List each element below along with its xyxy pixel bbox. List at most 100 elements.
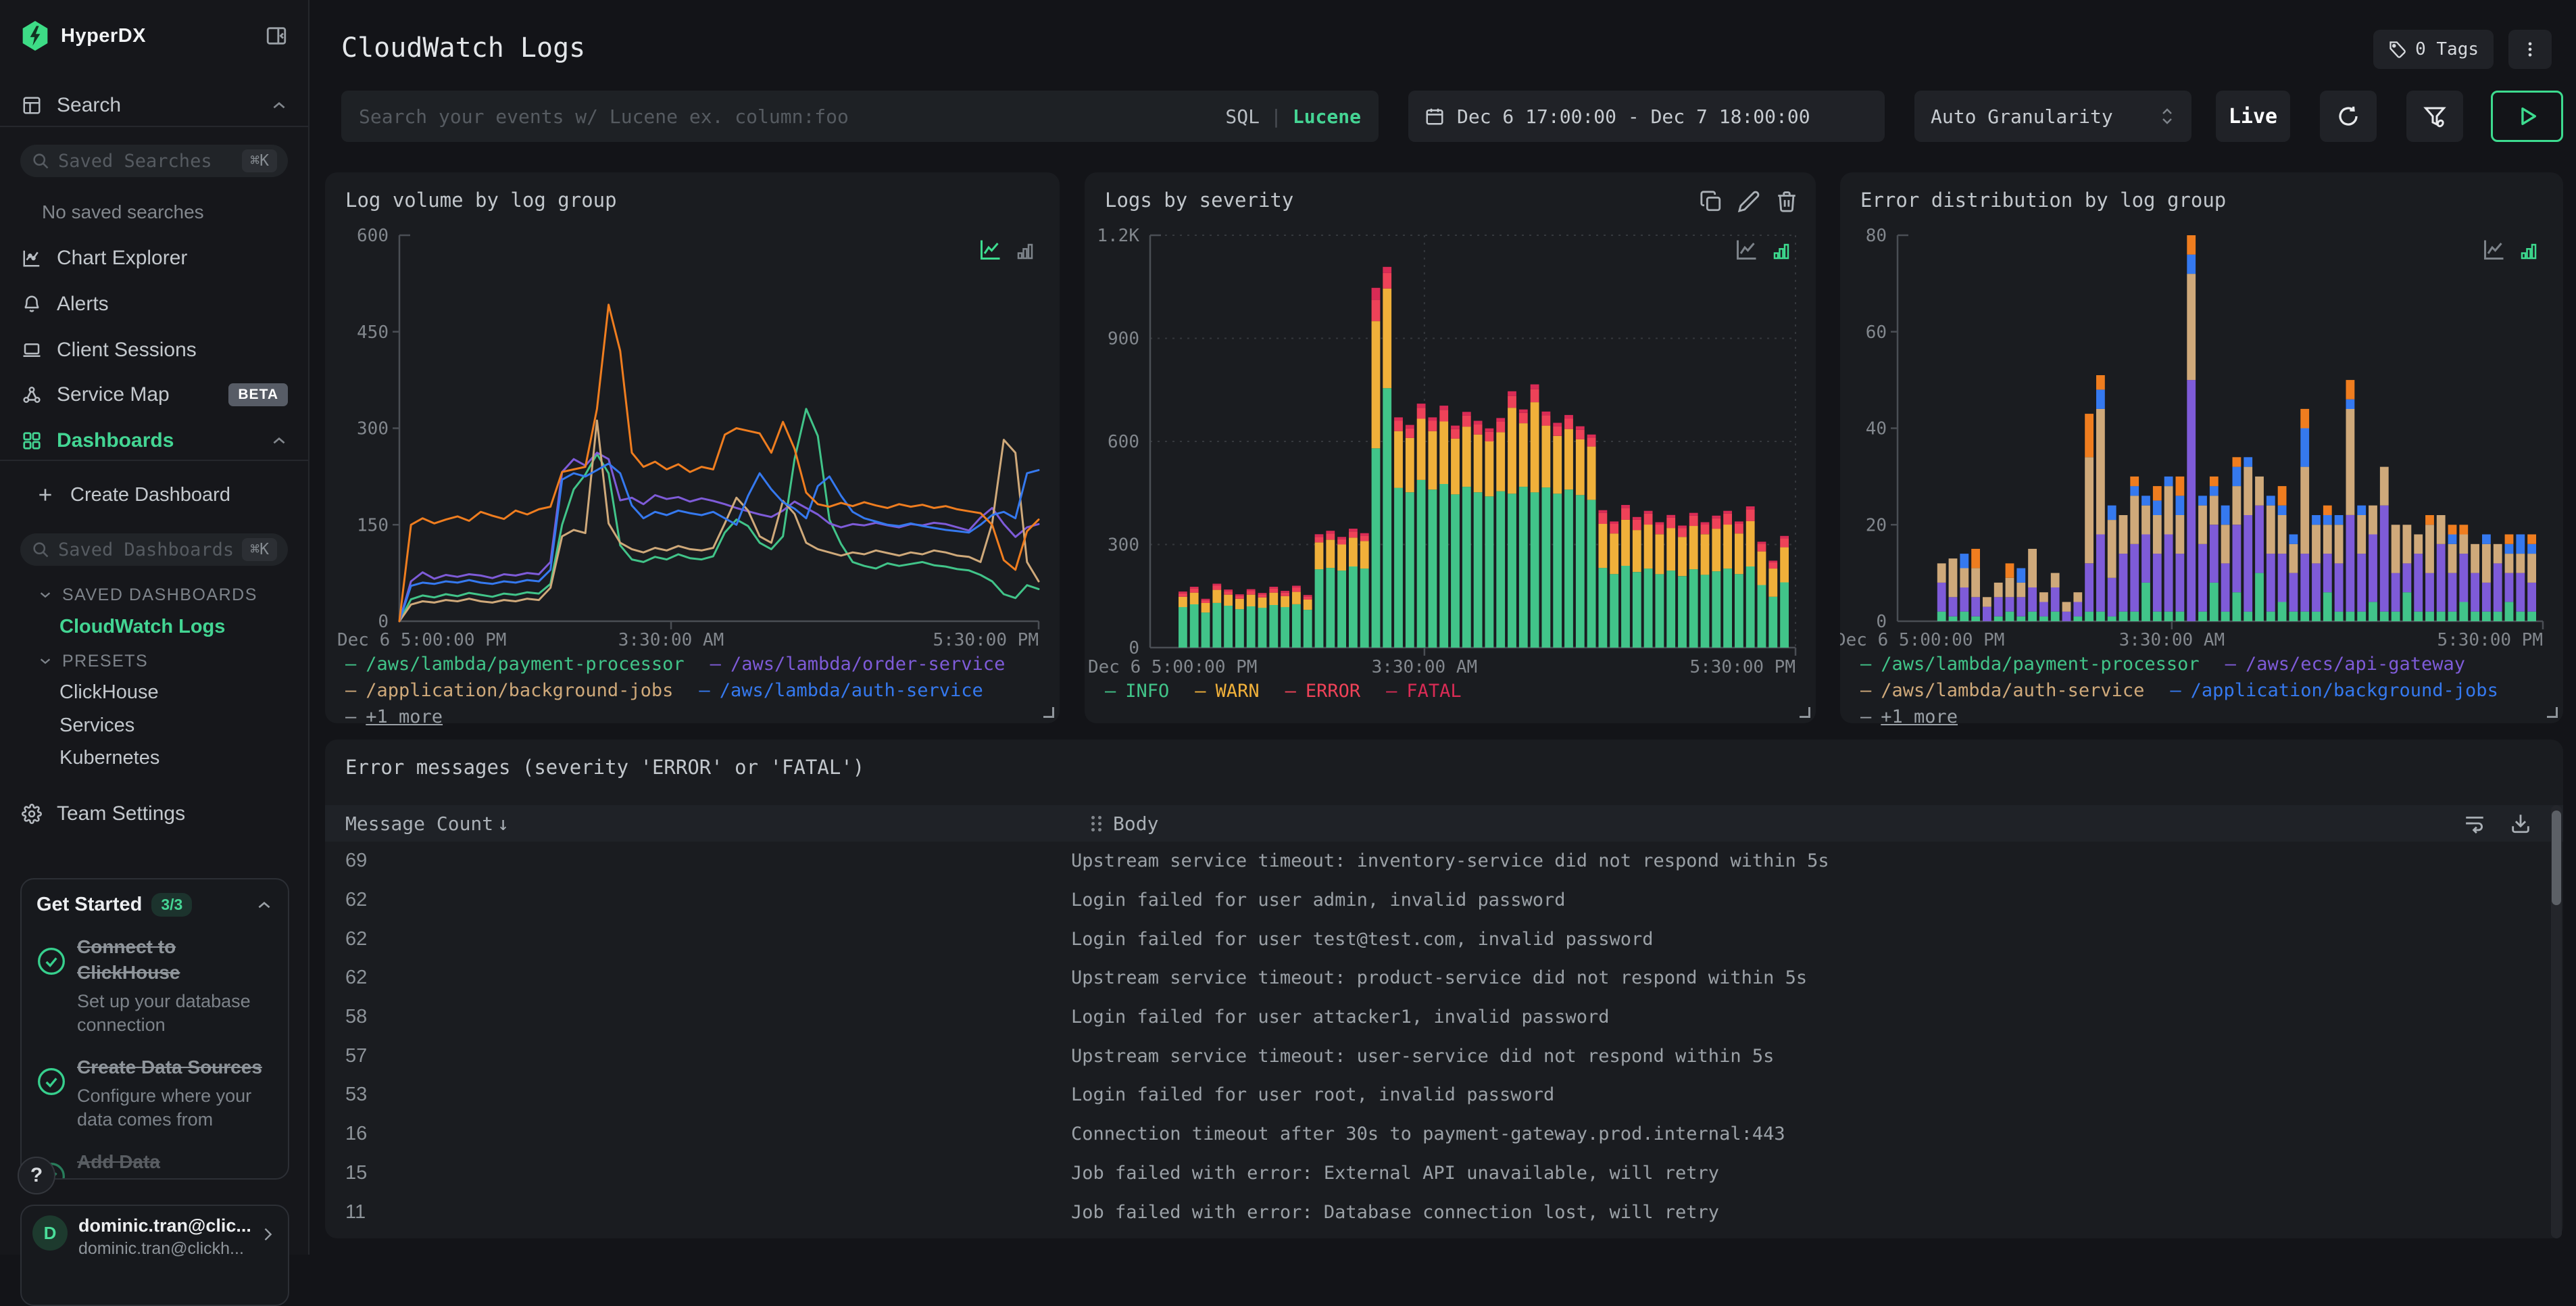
- legend-dash: —: [1105, 681, 1116, 702]
- legend-dash: —: [1860, 654, 1872, 675]
- svg-text:60: 60: [1866, 322, 1887, 343]
- svg-text:Dec 6 5:00:00 PM: Dec 6 5:00:00 PM: [337, 630, 506, 650]
- table-title: Error messages (severity 'ERROR' or 'FAT…: [345, 756, 865, 779]
- sidebar-item-client-sessions[interactable]: Client Sessions: [0, 330, 308, 370]
- sql-toggle[interactable]: SQL: [1225, 105, 1260, 128]
- saved-dashboards-input[interactable]: Saved Dashboards ⌘K: [20, 533, 288, 566]
- wrap-text-icon[interactable]: [2463, 812, 2486, 835]
- bar-chart-toggle-icon[interactable]: [2519, 241, 2539, 262]
- create-dashboard-button[interactable]: Create Dashboard: [0, 475, 308, 515]
- svg-text:600: 600: [1108, 432, 1139, 452]
- table-row[interactable]: 62 Login failed for user test@test.com, i…: [325, 919, 2550, 959]
- get-started-step[interactable]: Add Data Start sending logs, metrics, or…: [36, 1149, 273, 1180]
- resize-handle[interactable]: [1043, 707, 1054, 718]
- logo: HyperDX: [0, 18, 308, 54]
- scrollbar-thumb[interactable]: [2552, 811, 2561, 905]
- sidebar-item-dashboards[interactable]: Dashboards: [0, 420, 308, 461]
- svg-text:Dec 6 5:00:00 PM: Dec 6 5:00:00 PM: [1088, 657, 1257, 677]
- filter-button[interactable]: [2406, 91, 2463, 142]
- line-chart-toggle-icon[interactable]: [1735, 237, 1759, 262]
- table-row[interactable]: 58 Login failed for user attacker1, inval…: [325, 998, 2550, 1037]
- live-button[interactable]: Live: [2216, 91, 2290, 142]
- sidebar-item-cloudwatch-logs[interactable]: CloudWatch Logs: [59, 615, 226, 637]
- svg-text:3:30:00 AM: 3:30:00 AM: [2119, 630, 2225, 650]
- get-started-step[interactable]: Create Data Sources Configure where your…: [36, 1055, 273, 1132]
- sidebar-item-label: Client Sessions: [57, 339, 197, 361]
- chevron-down-icon: [40, 658, 51, 664]
- duplicate-icon[interactable]: [1700, 190, 1723, 213]
- presets-section[interactable]: PRESETS: [0, 646, 308, 676]
- drag-handle-icon[interactable]: [1091, 815, 1102, 831]
- delete-icon[interactable]: [1775, 190, 1798, 213]
- date-range-picker[interactable]: Dec 6 17:00:00 - Dec 7 18:00:00: [1408, 91, 1885, 142]
- sidebar-item-kubernetes[interactable]: Kubernetes: [59, 746, 160, 769]
- bar-chart-toggle-icon[interactable]: [1015, 241, 1035, 262]
- resize-handle[interactable]: [1800, 707, 1810, 718]
- table-row[interactable]: 53 Login failed for user root, invalid pa…: [325, 1075, 2550, 1115]
- more-options-button[interactable]: [2508, 30, 2552, 69]
- column-header-body[interactable]: Body: [1091, 813, 1158, 835]
- table-scrollbar[interactable]: [2551, 805, 2562, 1238]
- lucene-toggle[interactable]: Lucene: [1292, 105, 1361, 128]
- legend-more-link[interactable]: — +1 more: [345, 706, 443, 727]
- chart-title: Logs by severity: [1105, 189, 1294, 212]
- refresh-button[interactable]: [2320, 91, 2377, 142]
- dashboards-grid-icon: [20, 431, 43, 451]
- sidebar-collapse-icon[interactable]: [265, 24, 288, 47]
- tag-icon: [2388, 40, 2407, 59]
- event-search-input[interactable]: Search your events w/ Lucene ex. column:…: [341, 91, 1379, 142]
- table-row[interactable]: 57 Upstream service timeout: user-service…: [325, 1036, 2550, 1075]
- line-chart-toggle-icon[interactable]: [979, 237, 1003, 262]
- svg-text:300: 300: [1108, 535, 1139, 556]
- legend-label: /application/background-jobs: [366, 680, 674, 701]
- chevron-up-icon[interactable]: [255, 896, 273, 914]
- table-row[interactable]: 11 Job failed with error: Database connec…: [325, 1192, 2550, 1232]
- saved-dashboards-section[interactable]: SAVED DASHBOARDS: [0, 580, 308, 610]
- sidebar-item-clickhouse[interactable]: ClickHouse: [59, 681, 159, 703]
- chevron-up-icon[interactable]: [270, 432, 288, 450]
- chart-panel-log-volume: Log volume by log group 0 150 300 450 600 Dec…: [325, 172, 1060, 727]
- svg-text:40: 40: [1866, 419, 1887, 439]
- play-icon: [2516, 105, 2539, 128]
- granularity-select[interactable]: Auto Granularity: [1914, 91, 2191, 142]
- sidebar-item-service-map[interactable]: Service Map BETA: [0, 374, 308, 415]
- table-row[interactable]: 16 Connection timeout after 30s to paymen…: [325, 1115, 2550, 1154]
- bar-chart-toggle-icon[interactable]: [1771, 241, 1791, 262]
- sidebar-item-team-settings[interactable]: Team Settings: [0, 794, 308, 834]
- sidebar-item-search[interactable]: Search: [0, 85, 308, 126]
- legend-label: /aws/ecs/api-gateway: [2245, 654, 2466, 675]
- user-menu[interactable]: D dominic.tran@clic... dominic.tran@clic…: [20, 1205, 289, 1306]
- tags-button[interactable]: 0 Tags: [2373, 30, 2494, 69]
- legend-label: +1 more: [1881, 706, 1958, 727]
- sidebar-item-services[interactable]: Services: [59, 714, 135, 736]
- resize-handle[interactable]: [2547, 707, 2558, 718]
- legend-dash: —: [1285, 681, 1296, 702]
- legend-label: FATAL: [1406, 681, 1462, 702]
- download-icon[interactable]: [2509, 812, 2532, 835]
- search-section-icon: [20, 95, 43, 116]
- message-count-cell: 62: [345, 927, 368, 950]
- sidebar-item-label: Service Map: [57, 383, 170, 406]
- get-started-step[interactable]: Connect to ClickHouse Set up your databa…: [36, 934, 273, 1037]
- body-cell: Login failed for user attacker1, invalid…: [1071, 1007, 1610, 1028]
- edit-icon[interactable]: [1737, 190, 1760, 213]
- help-button[interactable]: ?: [18, 1157, 55, 1194]
- step-title: Connect to ClickHouse: [77, 936, 180, 983]
- section-label-text: PRESETS: [62, 651, 149, 671]
- sidebar-item-alerts[interactable]: Alerts: [0, 284, 308, 324]
- sidebar-item-chart-explorer[interactable]: Chart Explorer: [0, 238, 308, 279]
- table-row[interactable]: 15 Job failed with error: External API un…: [325, 1154, 2550, 1193]
- table-row[interactable]: 62 Login failed for user admin, invalid p…: [325, 881, 2550, 920]
- line-chart-toggle-icon[interactable]: [2482, 237, 2506, 262]
- table-row[interactable]: 62 Upstream service timeout: product-serv…: [325, 959, 2550, 998]
- chart-title: Error distribution by log group: [1860, 189, 2227, 212]
- user-name: dominic.tran@clic...: [78, 1215, 251, 1236]
- chevron-up-icon[interactable]: [270, 97, 288, 114]
- column-header-message-count[interactable]: Message Count ↓: [325, 813, 509, 835]
- run-query-button[interactable]: [2491, 91, 2563, 142]
- legend-label: /aws/lambda/order-service: [730, 654, 1006, 675]
- legend-more-link[interactable]: — +1 more: [1860, 706, 1958, 727]
- table-row[interactable]: 69 Upstream service timeout: inventory-se…: [325, 842, 2550, 881]
- step-desc: Start sending logs, metrics, or traces: [77, 1179, 273, 1180]
- saved-searches-input[interactable]: Saved Searches ⌘K: [20, 145, 288, 177]
